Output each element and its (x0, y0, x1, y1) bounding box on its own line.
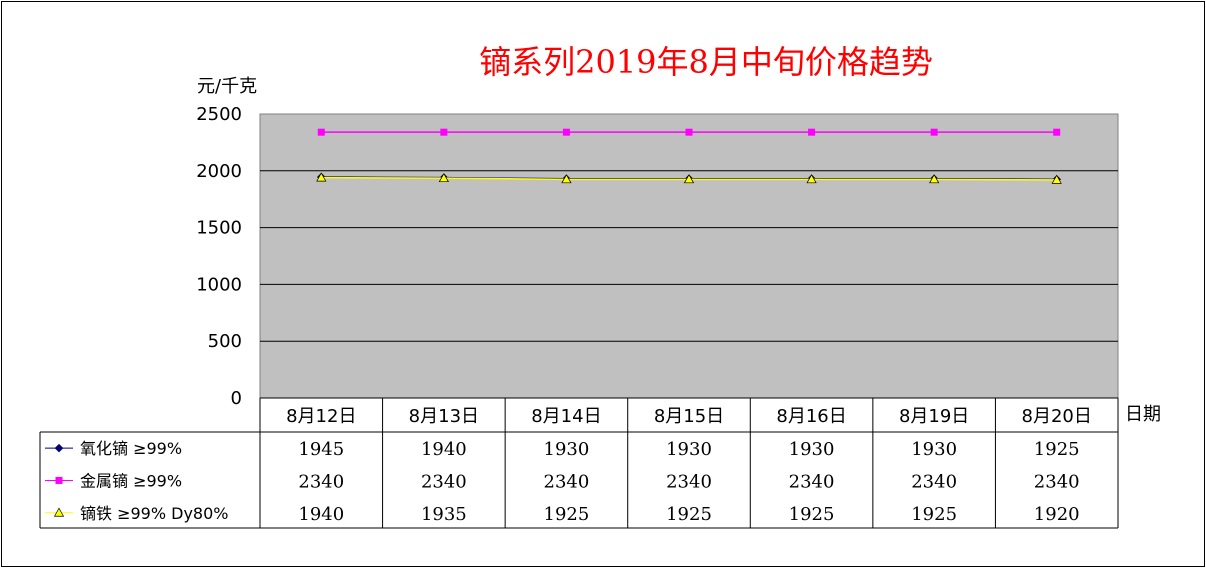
table-cell-value: 2340 (298, 471, 344, 492)
x-category-label: 8月15日 (654, 406, 724, 427)
table-cell-value: 1930 (911, 439, 957, 460)
data-point (1053, 128, 1061, 136)
y-axis-label: 元/千克 (197, 76, 257, 97)
data-point (561, 174, 572, 184)
data-point (562, 128, 570, 136)
table-cell-value: 1925 (911, 504, 957, 525)
table-cell-value: 1940 (298, 504, 344, 525)
legend-series-name: 金属镝 ≥99% (80, 471, 182, 490)
table-cell-value: 1940 (421, 439, 467, 460)
chart-title: 镝系列2019年8月中旬价格趋势 (479, 43, 933, 81)
data-point (438, 172, 449, 183)
plot-area (259, 113, 1119, 399)
table-cell-value: 1935 (421, 504, 467, 525)
data-point (930, 128, 938, 136)
data-point (683, 174, 695, 184)
table-cell-value: 1925 (666, 504, 712, 525)
x-category-label: 8月14日 (531, 406, 601, 427)
table-cell-value: 1945 (298, 439, 344, 460)
data-point (317, 128, 325, 136)
series-lines (316, 128, 1062, 184)
table-cell-value: 1920 (1034, 504, 1080, 525)
data-point (316, 172, 327, 182)
legend-series-name: 氧化镝 ≥99% (80, 439, 182, 458)
table-cell-value: 2340 (666, 471, 712, 492)
x-category-label: 8月20日 (1022, 406, 1092, 427)
legend-key-marker (54, 443, 64, 453)
y-tick-label: 2000 (196, 161, 242, 182)
table-cell-value: 1925 (789, 504, 835, 525)
gridlines (260, 170, 1118, 342)
data-point (440, 128, 448, 136)
table-cell-value: 1930 (666, 439, 712, 460)
data-point (929, 174, 940, 184)
legend-series-name: 镝铁 ≥99% Dy80% (80, 504, 229, 523)
y-tick-label: 0 (231, 388, 242, 409)
x-category-label: 8月12日 (286, 406, 356, 427)
y-tick-label: 500 (208, 331, 242, 352)
table-cell-value: 2340 (421, 471, 467, 492)
data-point (685, 128, 693, 136)
data-point (1051, 174, 1062, 184)
table-cell-value: 2340 (789, 471, 835, 492)
legend-key-marker (53, 507, 65, 517)
table-cell-value: 2340 (911, 471, 957, 492)
x-category-label: 8月16日 (776, 406, 846, 427)
x-category-label: 8月13日 (409, 406, 479, 427)
y-tick-label: 2500 (196, 104, 242, 125)
x-category-label: 8月19日 (899, 406, 969, 427)
y-tick-label: 1000 (196, 274, 242, 295)
y-ticks: 0 500 1000 1500 2000 2500 (196, 104, 242, 409)
data-point (808, 128, 816, 136)
table-cell-value: 1930 (544, 439, 590, 460)
table-cell-value: 2340 (544, 471, 590, 492)
table-cell-value: 1930 (789, 439, 835, 460)
legend-key-marker (55, 476, 63, 484)
x-axis-label: 日期 (1125, 404, 1161, 425)
data-point (806, 174, 817, 184)
table-cell-value: 2340 (1034, 471, 1080, 492)
table-cell-value: 1925 (1034, 439, 1080, 460)
y-tick-label: 1500 (196, 218, 242, 239)
table-cell-value: 1925 (544, 504, 590, 525)
